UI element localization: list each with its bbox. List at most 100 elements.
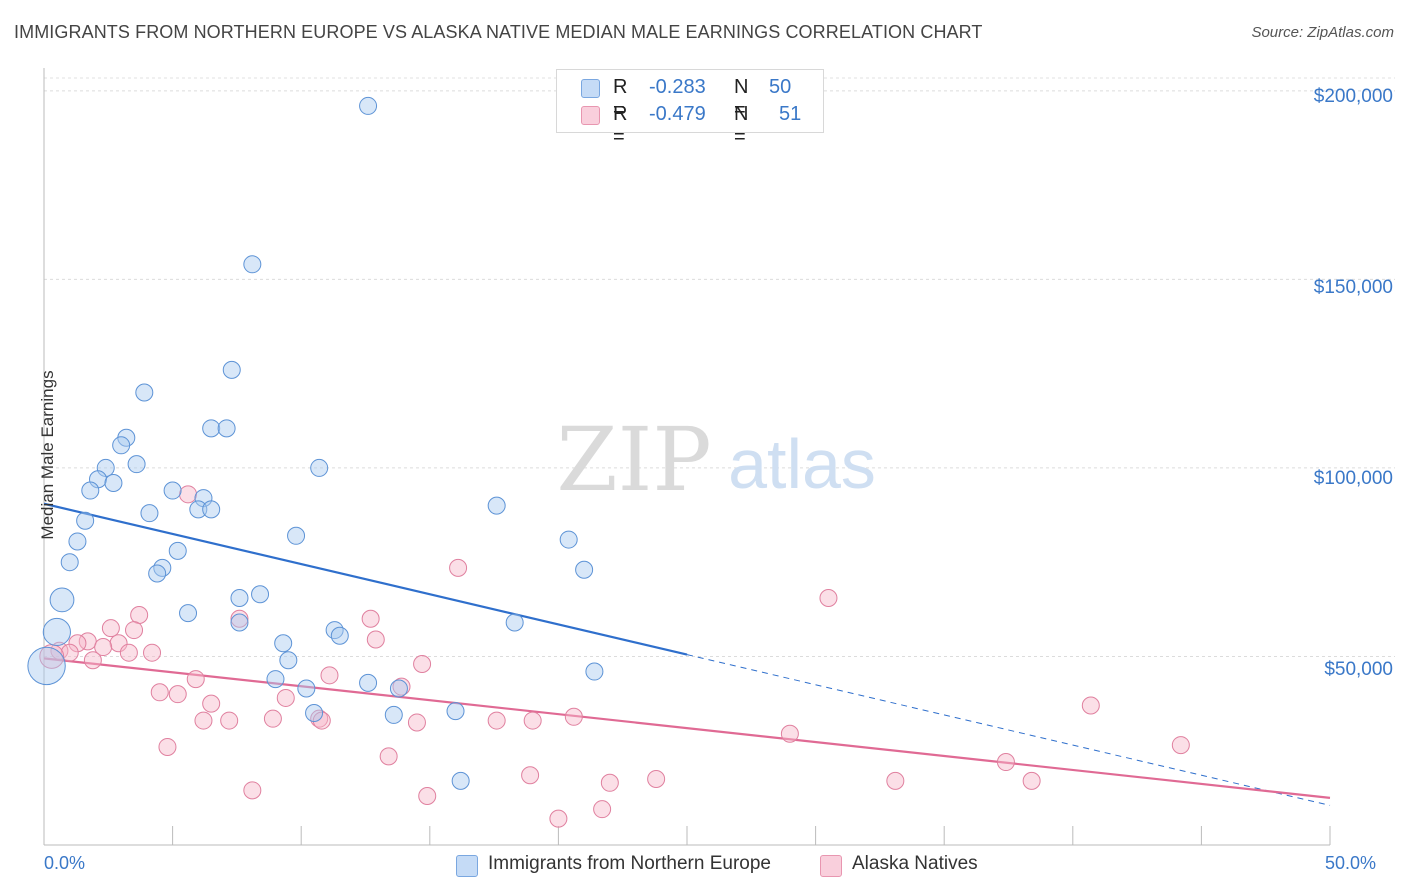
point-alaska-natives bbox=[312, 711, 331, 730]
blue-swatch bbox=[581, 79, 600, 98]
point-alaska-natives bbox=[109, 634, 128, 653]
point-northern-europe bbox=[266, 670, 285, 689]
point-northern-europe bbox=[168, 541, 187, 560]
point-alaska-natives bbox=[130, 605, 149, 624]
point-alaska-natives bbox=[600, 773, 619, 792]
point-alaska-natives bbox=[310, 709, 329, 728]
point-alaska-natives bbox=[150, 683, 169, 702]
point-northern-europe bbox=[49, 587, 75, 613]
legend-label: Alaska Natives bbox=[852, 853, 978, 874]
point-alaska-natives bbox=[230, 609, 249, 628]
point-alaska-natives bbox=[819, 589, 838, 608]
point-northern-europe bbox=[76, 511, 95, 530]
axes bbox=[43, 68, 1331, 846]
point-alaska-natives bbox=[320, 666, 339, 685]
trend-line-alaska-natives bbox=[43, 657, 1331, 799]
point-northern-europe bbox=[243, 255, 262, 274]
blue-swatch bbox=[456, 855, 478, 877]
point-northern-europe bbox=[81, 481, 100, 500]
point-alaska-natives bbox=[780, 724, 799, 743]
point-northern-europe bbox=[217, 419, 236, 438]
point-alaska-natives bbox=[263, 709, 282, 728]
y-tick-label-200000: $200,000 bbox=[1313, 86, 1393, 107]
point-northern-europe bbox=[487, 496, 506, 515]
gridlines bbox=[44, 77, 1395, 657]
point-northern-europe bbox=[148, 564, 167, 583]
point-northern-europe bbox=[310, 458, 329, 477]
r-label: R = bbox=[613, 76, 628, 121]
point-alaska-natives bbox=[1022, 771, 1041, 790]
point-northern-europe bbox=[575, 560, 594, 579]
point-northern-europe bbox=[202, 500, 221, 519]
x-tick-label-max: 50.0% bbox=[1325, 853, 1377, 873]
point-northern-europe bbox=[274, 634, 293, 653]
point-alaska-natives bbox=[1081, 696, 1100, 715]
pink-swatch bbox=[581, 106, 600, 125]
watermark-atlas: atlas bbox=[728, 425, 876, 503]
point-alaska-natives bbox=[996, 753, 1015, 772]
point-northern-europe bbox=[222, 360, 241, 379]
point-alaska-natives bbox=[366, 630, 385, 649]
trend-line-extension bbox=[686, 654, 1331, 806]
point-alaska-natives bbox=[886, 771, 905, 790]
r-value: -0.283 bbox=[649, 76, 706, 98]
point-alaska-natives bbox=[83, 651, 102, 670]
x-tick-label-min: 0.0% bbox=[44, 853, 86, 873]
point-alaska-natives bbox=[549, 809, 568, 828]
point-alaska-natives bbox=[407, 713, 426, 732]
n-value: 51 bbox=[779, 103, 802, 125]
point-alaska-natives bbox=[487, 711, 506, 730]
point-alaska-natives bbox=[564, 707, 583, 726]
point-northern-europe bbox=[127, 455, 146, 474]
point-northern-europe bbox=[287, 526, 306, 545]
point-northern-europe bbox=[297, 679, 316, 698]
y-axis-label: Median Male Earnings bbox=[38, 370, 57, 540]
point-northern-europe bbox=[505, 613, 524, 632]
point-northern-europe bbox=[230, 613, 249, 632]
point-alaska-natives bbox=[158, 737, 177, 756]
point-alaska-natives bbox=[186, 670, 205, 689]
point-northern-europe bbox=[359, 673, 378, 692]
point-alaska-natives bbox=[143, 643, 162, 662]
pink-swatch bbox=[820, 855, 842, 877]
point-alaska-natives bbox=[60, 643, 79, 662]
correlation-legend: R = -0.283 N = 50 R = -0.479 N = 51 bbox=[556, 69, 824, 148]
point-alaska-natives bbox=[647, 770, 666, 789]
point-alaska-natives bbox=[361, 609, 380, 628]
point-northern-europe bbox=[446, 702, 465, 721]
point-alaska-natives bbox=[1171, 736, 1190, 755]
point-alaska-natives bbox=[593, 800, 612, 819]
y-tick-label-100000: $100,000 bbox=[1313, 468, 1393, 489]
trend-line-northern-europe bbox=[43, 502, 688, 656]
n-label: N = bbox=[734, 76, 749, 121]
y-tick-label-150000: $150,000 bbox=[1313, 277, 1393, 298]
point-northern-europe bbox=[153, 558, 172, 577]
point-alaska-natives bbox=[521, 766, 540, 785]
point-alaska-natives bbox=[379, 747, 398, 766]
point-alaska-natives bbox=[243, 781, 262, 800]
point-northern-europe bbox=[230, 589, 249, 608]
point-northern-europe bbox=[163, 481, 182, 500]
point-northern-europe bbox=[112, 436, 131, 455]
point-northern-europe bbox=[202, 419, 221, 438]
watermark: ZIP atlas bbox=[556, 408, 876, 511]
point-alaska-natives bbox=[119, 643, 138, 662]
point-northern-europe bbox=[104, 474, 123, 493]
source-credit: Source: ZipAtlas.com bbox=[1251, 24, 1394, 41]
point-alaska-natives bbox=[449, 558, 468, 577]
point-northern-europe bbox=[189, 500, 208, 519]
point-alaska-natives bbox=[179, 485, 198, 504]
point-alaska-natives bbox=[94, 638, 113, 657]
r-label: R = bbox=[613, 103, 628, 148]
point-alaska-natives bbox=[276, 688, 295, 707]
data-points bbox=[27, 96, 1190, 828]
point-alaska-natives bbox=[68, 634, 87, 653]
trend-lines bbox=[43, 502, 1331, 806]
r-value: -0.479 bbox=[649, 103, 706, 125]
point-northern-europe bbox=[559, 530, 578, 549]
point-northern-europe bbox=[42, 617, 71, 647]
watermark-zip: ZIP bbox=[556, 408, 711, 511]
point-northern-europe bbox=[60, 553, 79, 572]
point-northern-europe bbox=[27, 646, 66, 686]
